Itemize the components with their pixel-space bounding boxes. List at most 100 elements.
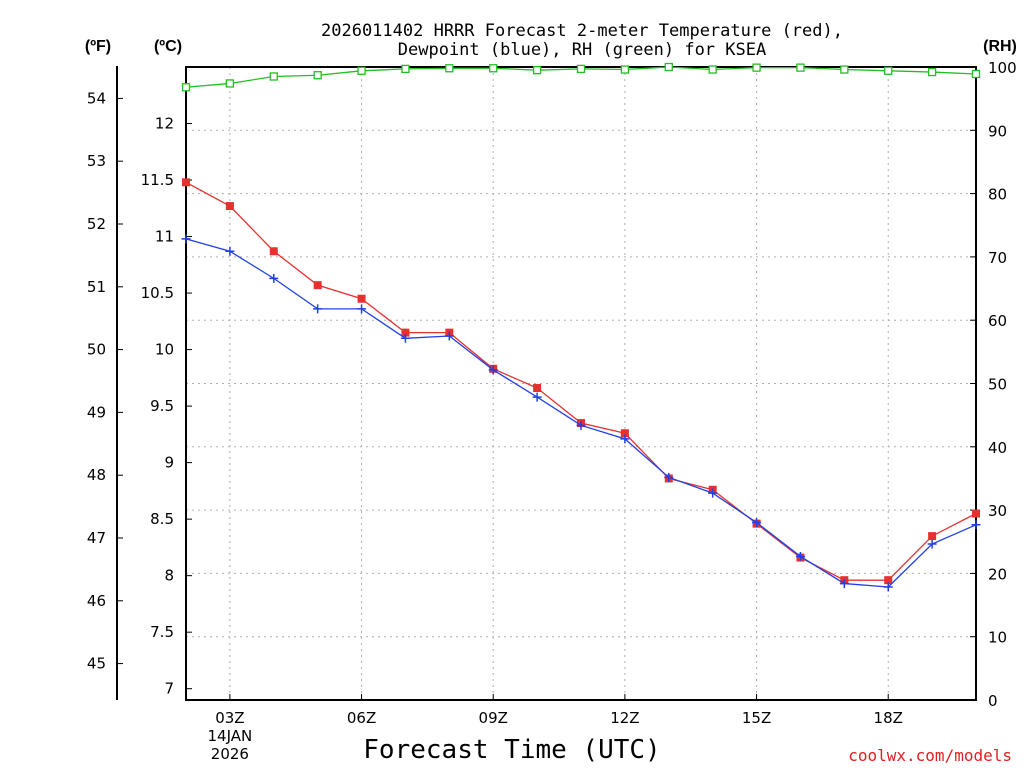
x-tick-label: 15Z	[742, 709, 771, 727]
celsius-tick-label: 12	[155, 115, 174, 133]
data-point-dewpoint	[576, 420, 586, 430]
rh-tick-label: 80	[988, 186, 1007, 204]
data-point-temperature	[269, 247, 278, 256]
celsius-tick-label: 10.5	[141, 284, 174, 302]
fahrenheit-tick-label: 48	[87, 466, 106, 484]
rh-tick-label: 50	[988, 376, 1007, 394]
data-point-temperature	[313, 281, 322, 290]
fahrenheit-unit-label: (ºF)	[85, 38, 111, 55]
data-point-temperature	[928, 532, 937, 541]
rh-tick-label: 40	[988, 439, 1007, 457]
x-tick-label: 18Z	[874, 709, 903, 727]
data-point-dewpoint	[400, 333, 410, 343]
data-point-rh	[620, 65, 630, 74]
rh-tick-label: 70	[988, 249, 1007, 267]
fahrenheit-tick-label: 47	[87, 529, 106, 547]
series-temperature	[182, 178, 980, 585]
data-point-dewpoint	[752, 518, 762, 528]
x-tick-label: 09Z	[479, 709, 508, 727]
celsius-tick-label: 11	[155, 228, 174, 246]
x-tick-label: 06Z	[347, 709, 376, 727]
data-point-temperature	[357, 294, 366, 303]
data-point-dewpoint	[795, 551, 805, 561]
data-point-dewpoint	[225, 246, 235, 256]
data-point-rh	[489, 64, 498, 73]
data-point-dewpoint	[883, 582, 893, 592]
data-point-dewpoint	[927, 539, 937, 549]
data-point-rh	[445, 64, 454, 73]
data-point-dewpoint	[708, 488, 718, 498]
data-point-dewpoint	[181, 234, 191, 244]
rh-tick-label: 30	[988, 502, 1007, 520]
data-point-rh	[181, 83, 191, 92]
series-line-temperature	[185, 181, 977, 581]
credit-text: coolwx.com/models	[848, 746, 1012, 765]
fahrenheit-tick-label: 53	[87, 152, 106, 170]
data-point-temperature	[225, 202, 234, 211]
data-point-rh	[225, 79, 235, 88]
celsius-tick-label: 8.5	[150, 510, 174, 528]
plot-frame	[185, 66, 977, 701]
data-series	[181, 62, 981, 592]
data-point-rh	[401, 64, 410, 74]
data-point-temperature	[884, 576, 893, 585]
tick-labels: 7 7.5 8 8.5 9 9.5 10 10.5 11 11.5 12 45 46 47 48 49 50 51…	[87, 59, 1017, 763]
data-point-dewpoint	[620, 434, 630, 444]
rh-unit-label: (RH)	[983, 38, 1017, 55]
series-line-dewpoint	[185, 238, 977, 588]
data-point-dewpoint	[839, 579, 849, 589]
fahrenheit-tick-label: 52	[87, 215, 106, 233]
data-point-temperature	[620, 429, 629, 438]
series-rh	[181, 62, 981, 92]
data-point-rh	[532, 66, 542, 75]
x-axis-title: Forecast Time (UTC)	[363, 735, 660, 765]
x-tick-label: 03Z	[215, 709, 244, 727]
x-date-label: 14JAN	[208, 727, 253, 745]
data-point-rh	[884, 66, 893, 75]
data-point-rh	[664, 62, 673, 72]
grid-lines	[186, 67, 976, 700]
data-point-rh	[313, 71, 322, 80]
data-point-rh	[708, 65, 717, 74]
data-point-dewpoint	[664, 472, 674, 482]
rh-tick-label: 90	[988, 122, 1007, 140]
fahrenheit-tick-label: 46	[87, 592, 106, 610]
fahrenheit-tick-label: 45	[87, 655, 106, 673]
data-point-rh	[927, 67, 937, 77]
celsius-tick-label: 9.5	[150, 397, 174, 415]
celsius-tick-label: 11.5	[141, 171, 174, 189]
data-point-rh	[840, 65, 849, 74]
series-dewpoint	[181, 234, 981, 592]
data-point-rh	[357, 66, 366, 75]
chart-title-line1: 2026011402 HRRR Forecast 2-meter Tempera…	[321, 21, 843, 41]
data-point-rh	[796, 63, 805, 72]
data-point-temperature	[972, 509, 980, 518]
data-point-rh	[971, 69, 981, 79]
data-point-dewpoint	[269, 273, 279, 283]
data-point-rh	[269, 72, 278, 81]
data-point-temperature	[182, 178, 190, 187]
data-point-rh	[752, 63, 761, 72]
celsius-tick-label: 7	[164, 680, 174, 698]
x-year-label: 2026	[211, 745, 249, 763]
rh-tick-label: 0	[988, 692, 998, 710]
rh-tick-label: 60	[988, 312, 1007, 330]
celsius-tick-label: 10	[155, 341, 174, 359]
celsius-tick-label: 7.5	[150, 623, 174, 641]
celsius-tick-label: 9	[164, 454, 174, 472]
data-point-rh	[576, 64, 586, 74]
rh-tick-label: 100	[988, 59, 1017, 77]
data-point-dewpoint	[532, 392, 542, 402]
celsius-tick-label: 8	[164, 567, 174, 585]
data-point-temperature	[533, 384, 542, 393]
data-point-dewpoint	[444, 331, 454, 341]
data-point-dewpoint	[357, 304, 367, 314]
fahrenheit-tick-label: 54	[87, 89, 106, 107]
rh-tick-label: 20	[988, 565, 1007, 583]
chart-title-line2: Dewpoint (blue), RH (green) for KSEA	[398, 40, 766, 60]
data-point-dewpoint	[971, 520, 981, 530]
data-point-temperature	[401, 328, 410, 337]
fahrenheit-tick-label: 49	[87, 403, 106, 421]
rh-tick-label: 10	[988, 629, 1007, 647]
